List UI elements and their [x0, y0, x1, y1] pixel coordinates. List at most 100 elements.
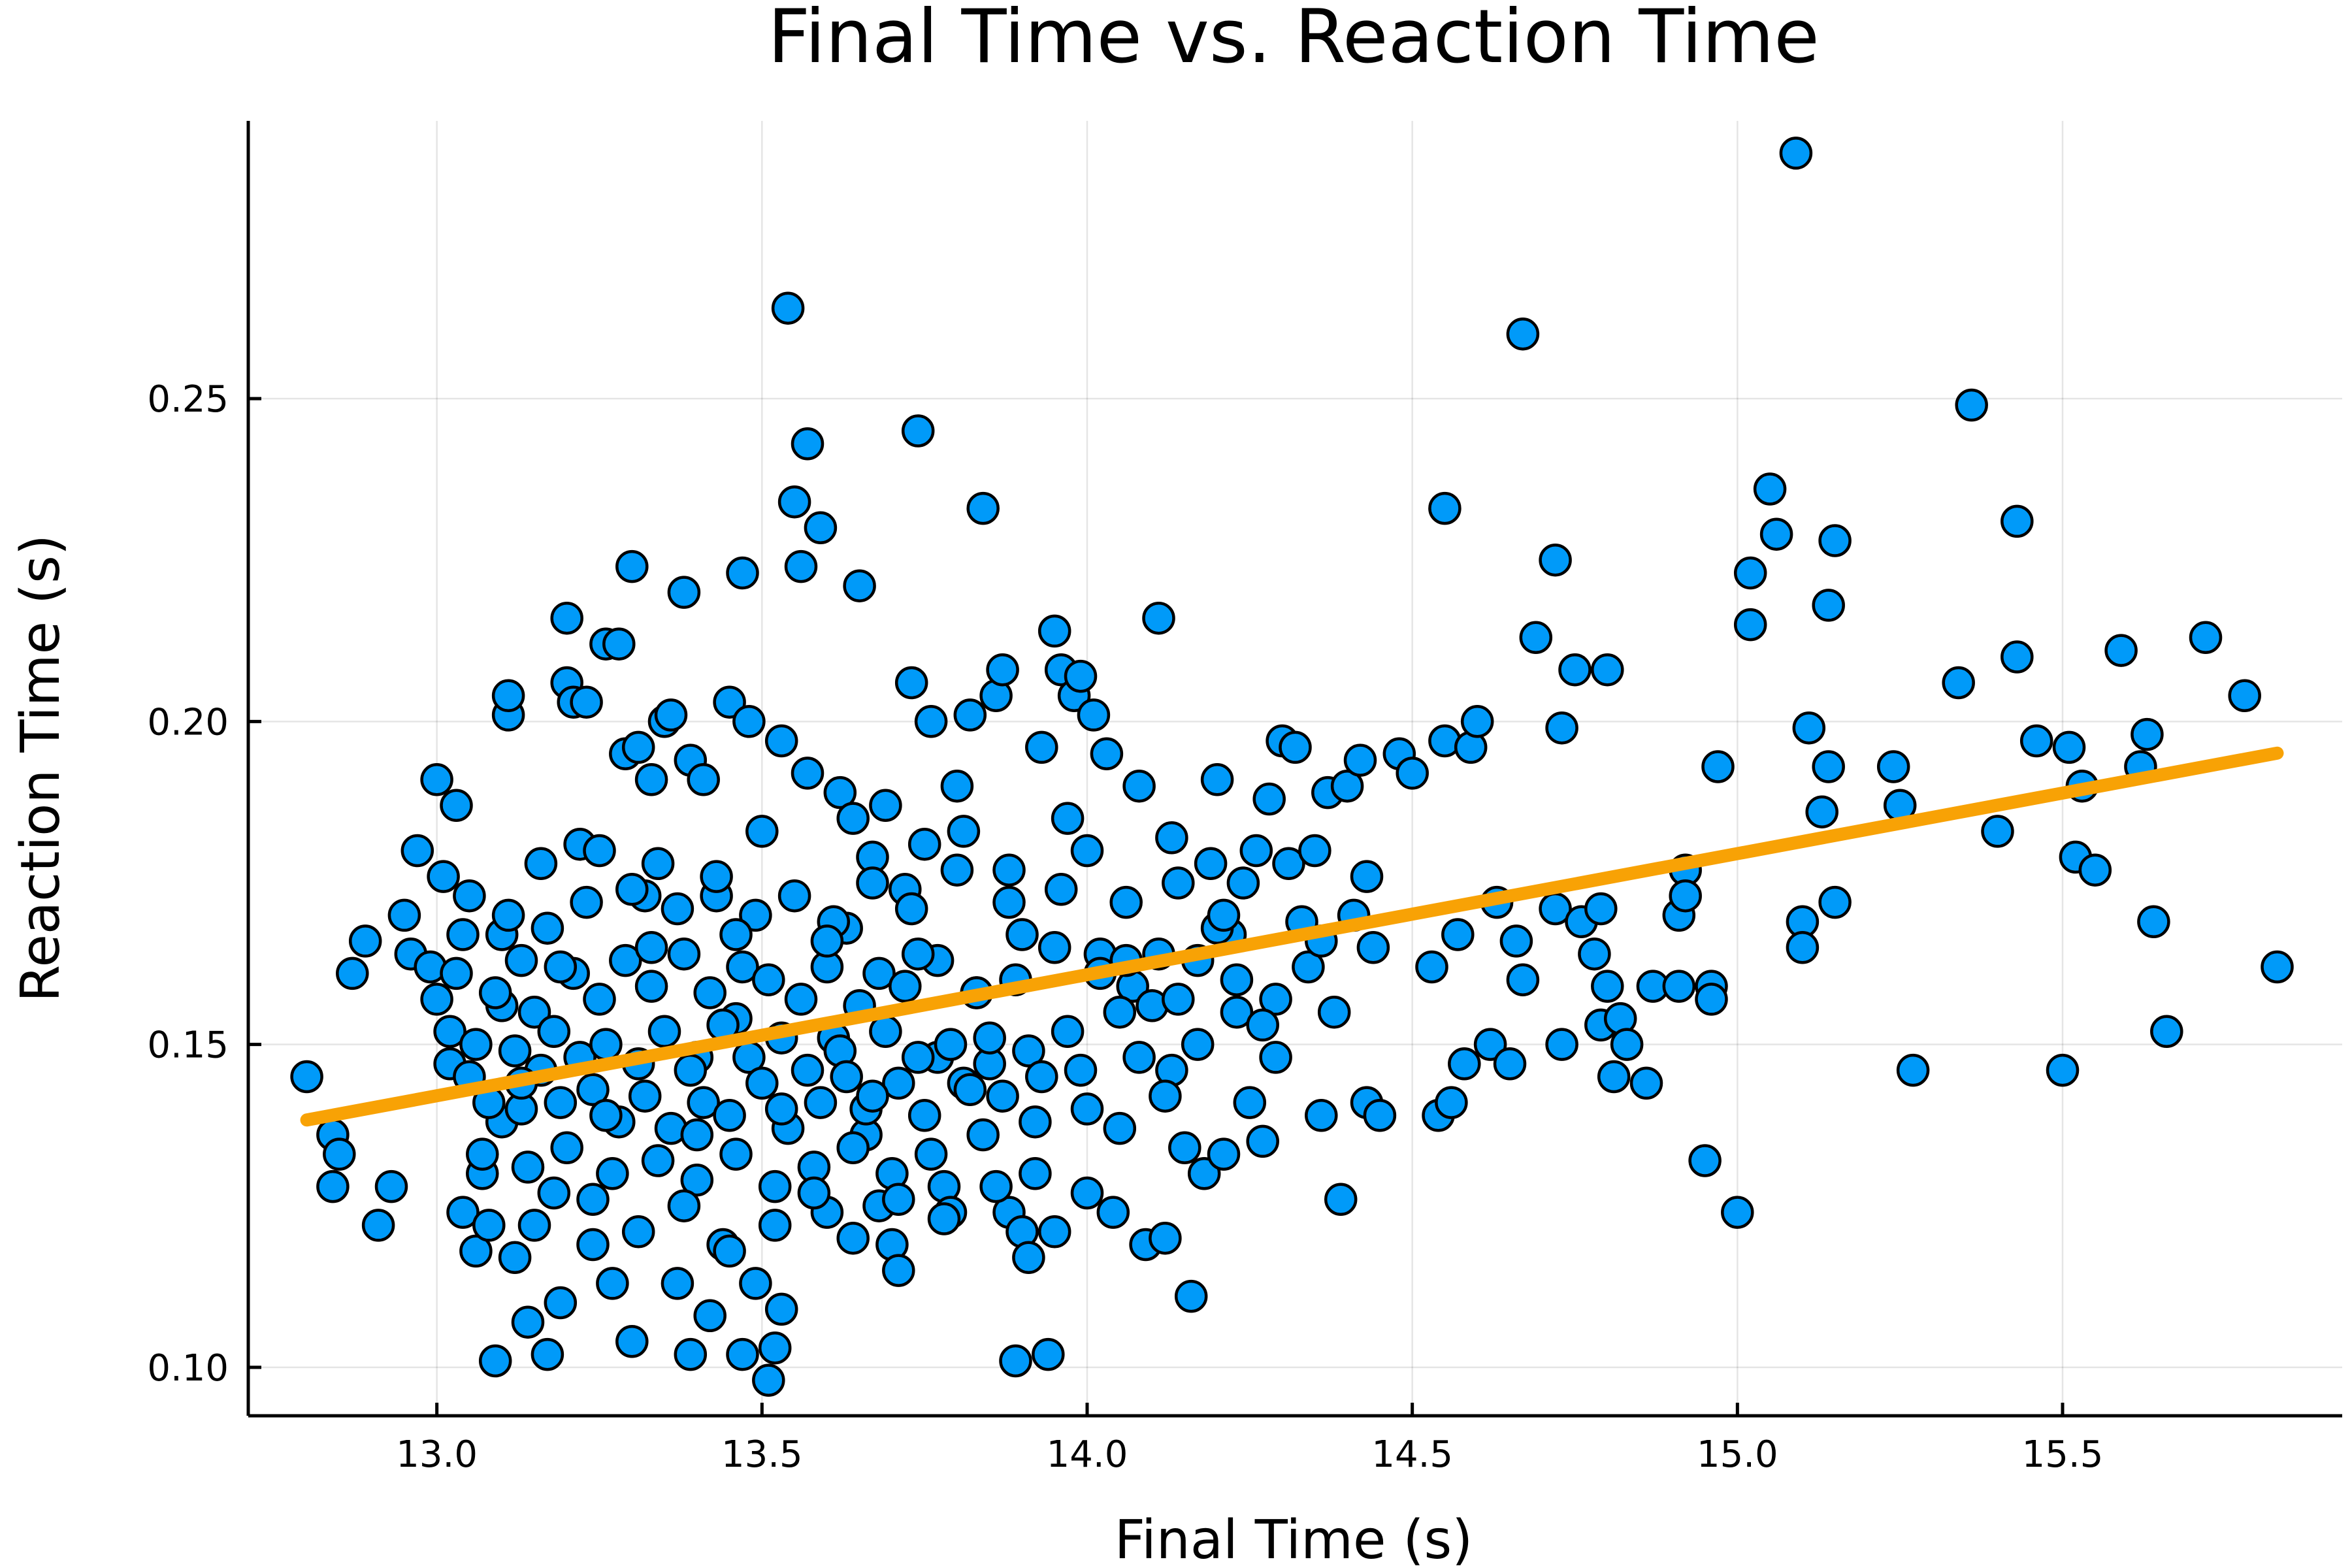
scatter-point-66: [726, 556, 759, 590]
scatter-point-49: [621, 730, 655, 764]
scatter-point-211: [1701, 750, 1735, 783]
scatter-point-369: [621, 1215, 655, 1249]
scatter-point-364: [1259, 1041, 1292, 1074]
scatter-point-3: [323, 1137, 356, 1171]
scatter-point-169: [1363, 1099, 1397, 1132]
scatter-point-109: [992, 853, 1026, 887]
scatter-point-128: [1096, 1196, 1130, 1229]
scatter-point-68: [732, 705, 766, 738]
scatter-point-317: [1246, 1008, 1279, 1042]
scatter-point-273: [687, 1086, 720, 1119]
scatter-point-101: [940, 769, 974, 803]
scatter-point-17: [440, 956, 473, 990]
scatter-point-174: [1428, 491, 1462, 525]
scatter-point-326: [615, 873, 649, 906]
scatter-point-4: [336, 956, 369, 990]
scatter-point-142: [1187, 1157, 1221, 1190]
scatter-point-327: [641, 1144, 675, 1177]
scatter-point-190: [1545, 711, 1578, 745]
scatter-point-108: [986, 653, 1019, 687]
scatter-point-187: [1519, 621, 1553, 655]
scatter-point-117: [1037, 1215, 1071, 1249]
scatter-point-323: [550, 1131, 583, 1165]
scatter-point-330: [700, 860, 733, 893]
scatter-point-113: [1012, 1241, 1045, 1275]
scatter-point-294: [889, 970, 922, 1003]
scatter-point-353: [680, 1118, 714, 1152]
scatter-point-80: [804, 511, 838, 545]
scatter-point-358: [901, 937, 935, 971]
scatter-point-307: [1051, 1015, 1085, 1049]
scatter-point-52: [641, 847, 675, 881]
scatter-point-168: [1356, 931, 1390, 964]
scatter-point-257: [537, 1015, 571, 1049]
scatter-point-373: [797, 1176, 831, 1210]
scatter-point-240: [2104, 634, 2138, 667]
scatter-point-61: [693, 1299, 727, 1333]
scatter-point-324: [570, 885, 603, 919]
scatter-point-75: [771, 291, 805, 325]
scatter-point-192: [1558, 653, 1592, 687]
scatter-point-329: [680, 1163, 714, 1197]
scatter-point-269: [647, 1015, 681, 1049]
scatter-point-178: [1448, 1047, 1481, 1081]
scatter-point-231: [1981, 815, 2014, 848]
scatter-point-331: [719, 1137, 753, 1171]
scatter-point-333: [758, 1169, 792, 1203]
scatter-point-150: [1239, 834, 1273, 868]
scatter-point-345: [1019, 1105, 1052, 1139]
scatter-point-207: [1669, 879, 1702, 913]
scatter-point-228: [1896, 1053, 1930, 1087]
scatter-point-360: [1005, 918, 1039, 951]
scatter-point-111: [999, 1344, 1032, 1378]
y-tick-label-1: 0.15: [147, 1024, 229, 1067]
scatter-point-306: [1037, 931, 1071, 964]
grid: [248, 121, 2342, 1416]
scatter-point-7: [374, 1169, 408, 1203]
scatter-point-277: [726, 950, 759, 984]
scatter-point-95: [901, 414, 935, 448]
scatter-point-14: [427, 860, 460, 893]
scatter-point-310: [1103, 995, 1137, 1029]
scatter-point-67: [726, 1337, 759, 1371]
axes: [246, 121, 2342, 1418]
scatter-point-214: [1733, 556, 1767, 590]
scatter-point-334: [777, 879, 811, 913]
scatter-point-83: [823, 776, 857, 809]
trend-line-group: [300, 746, 2284, 1127]
scatter-point-28: [498, 1241, 532, 1275]
scatter-point-130: [1109, 885, 1143, 919]
scatter-point-144: [1200, 763, 1234, 796]
scatter-point-355: [764, 1092, 798, 1126]
scatter-point-185: [1506, 317, 1540, 351]
scatter-point-194: [1578, 937, 1611, 971]
scatter-point-159: [1298, 834, 1331, 868]
scatter-point-143: [1194, 847, 1228, 881]
scatter-point-322: [531, 911, 564, 945]
scatter-point-276: [713, 1099, 746, 1132]
scatter-point-242: [2131, 717, 2164, 751]
scatter-point-124: [1070, 1176, 1104, 1210]
scatter-point-199: [1597, 1060, 1631, 1094]
scatter-point-171: [1396, 757, 1429, 790]
scatter-point-31: [517, 1209, 551, 1242]
scatter-point-304: [1012, 1034, 1045, 1068]
scatter-point-243: [2137, 905, 2170, 939]
x-tick-label-2: 14.0: [1047, 1433, 1128, 1476]
scatter-point-202: [1629, 1066, 1663, 1100]
scatter-point-367: [1149, 1079, 1182, 1113]
scatter-point-374: [836, 1221, 870, 1255]
scatter-point-298: [934, 1028, 968, 1061]
scatter-point-291: [862, 956, 896, 990]
y-ticks: 0.10 0.15 0.20 0.25: [147, 378, 261, 1390]
scatter-point-149: [1233, 1086, 1267, 1119]
x-tick-label-0: 13.0: [396, 1433, 478, 1476]
scatter-point-288: [830, 1060, 863, 1094]
scatter-point-301: [973, 1021, 1006, 1054]
scatter-point-79: [791, 757, 825, 790]
scatter-point-54: [654, 698, 688, 732]
scatter-point-77: [784, 549, 818, 583]
scatter-point-250: [459, 1028, 493, 1061]
scatter-point-136: [1149, 1221, 1182, 1255]
scatter-point-0: [290, 1060, 323, 1094]
